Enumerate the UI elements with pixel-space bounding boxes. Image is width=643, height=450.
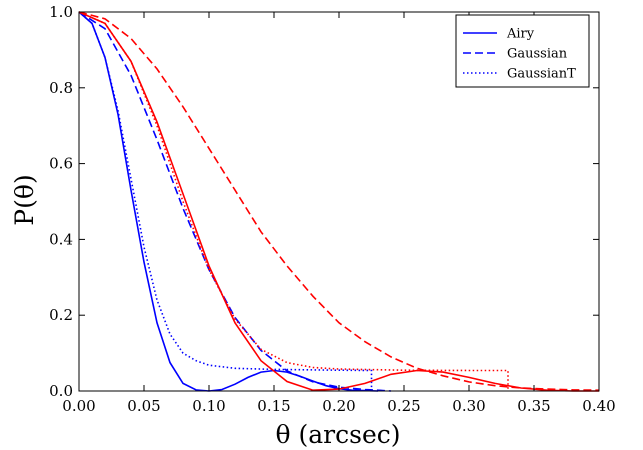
x-axis-label: θ (arcsec)	[276, 420, 401, 449]
y-tick-label: 0.4	[49, 230, 73, 248]
x-tick-label: 0.25	[387, 397, 420, 415]
x-tick-label: 0.30	[452, 397, 485, 415]
series-line-2	[78, 11, 373, 391]
y-tick-label: 0.2	[49, 306, 73, 324]
x-tick-label: 0.35	[517, 397, 550, 415]
legend-label: Airy	[506, 27, 535, 42]
legend: Airy Gaussian GaussianT	[455, 14, 590, 88]
x-tick-label: 0.05	[127, 397, 160, 415]
series-line-0	[78, 11, 379, 392]
series-line-1	[78, 11, 392, 392]
axis-ticks: 0.00 0.05 0.10 0.15 0.20 0.25 0.30 0.35 0.40 0.0 0…	[49, 3, 616, 415]
x-tick-label: 0.00	[62, 397, 95, 415]
x-tick-label: 0.10	[192, 397, 225, 415]
y-tick-label: 0.0	[49, 382, 73, 400]
series-line-5	[78, 11, 509, 391]
legend-box	[455, 14, 590, 88]
y-tick-label: 0.8	[49, 79, 73, 97]
legend-label: GaussianT	[507, 67, 576, 82]
x-tick-label: 0.20	[322, 397, 355, 415]
y-tick-label: 1.0	[49, 3, 73, 21]
y-tick-label: 0.6	[49, 155, 73, 173]
x-tick-label: 0.15	[257, 397, 290, 415]
legend-label: Gaussian	[507, 47, 568, 62]
y-axis-label: P(θ)	[10, 174, 39, 225]
series-line-4	[78, 11, 600, 391]
x-tick-label: 0.40	[582, 397, 615, 415]
